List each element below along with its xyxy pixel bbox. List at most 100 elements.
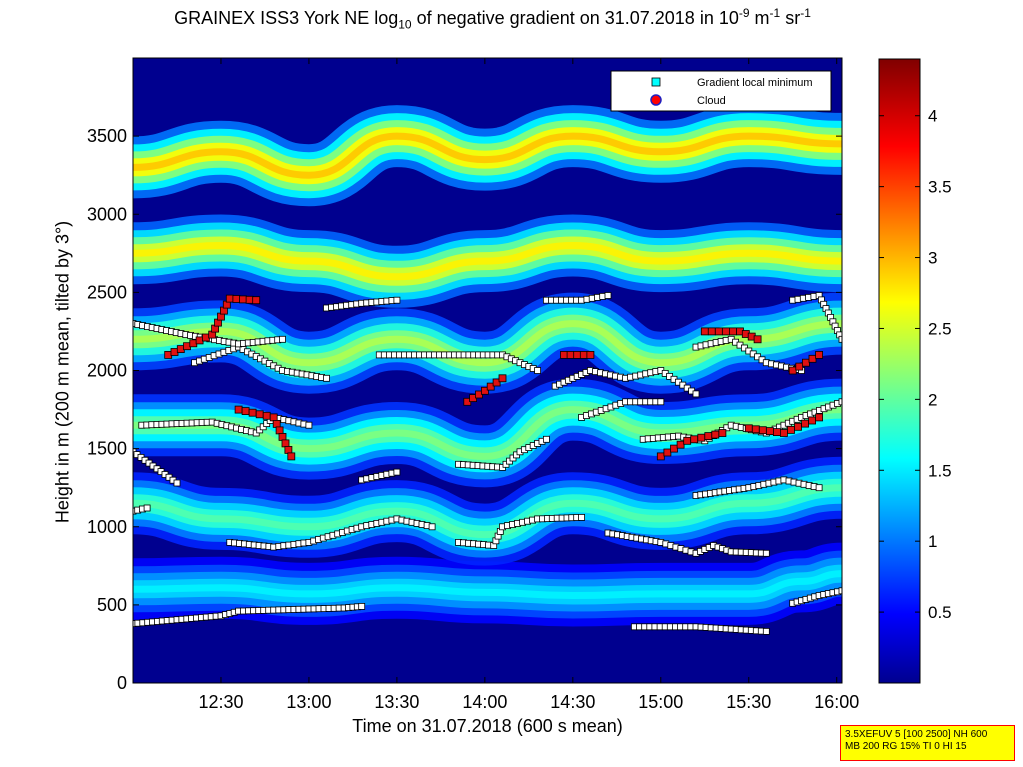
gradient-minimum-marker	[393, 468, 401, 476]
gradient-minimum-marker	[534, 367, 541, 374]
cloud-marker	[758, 426, 767, 435]
cloud-marker	[239, 295, 247, 304]
cloud-marker	[670, 444, 678, 453]
y-axis-label: Height in m (200 m mean, tilted by 3°)	[52, 220, 73, 524]
cloud-marker	[794, 422, 802, 431]
cloud-marker	[255, 410, 264, 419]
cloud-marker	[492, 378, 501, 387]
colorbar: 0.5 1 1.5 2 2.5 3 3.5 4	[878, 58, 952, 684]
heatmap-band	[133, 242, 842, 281]
legend-label: Gradient local minimum	[697, 77, 813, 89]
colorbar-tick-label: 1	[928, 532, 937, 551]
x-axis-label: Time on 31.07.2018 (600 s mean)	[352, 716, 623, 736]
colorbar-tick-label: 1.5	[928, 461, 952, 480]
cloud-marker	[697, 433, 706, 442]
cloud-marker	[815, 413, 823, 422]
cloud-marker	[704, 432, 713, 441]
marker-layer	[133, 292, 842, 635]
gradient-minimum-marker	[692, 390, 700, 398]
cloud-marker	[788, 366, 797, 375]
cloud-marker	[801, 419, 809, 428]
cloud-marker	[486, 382, 495, 391]
cloud-marker	[262, 411, 271, 420]
legend: Gradient local minimum Cloud	[610, 70, 832, 112]
cloud-marker	[579, 350, 588, 359]
legend-square-marker	[651, 77, 661, 87]
cloud-marker	[718, 429, 727, 437]
gradient-minimum-marker	[762, 628, 770, 635]
y-tick-label: 1500	[87, 439, 127, 459]
cloud-marker	[744, 424, 753, 433]
cloud-marker	[573, 350, 582, 359]
heatmap-band	[133, 132, 842, 179]
cloud-marker	[586, 350, 595, 359]
x-tick-label: 14:30	[550, 692, 595, 712]
cloud-marker	[225, 294, 234, 303]
x-tick-label: 16:00	[814, 692, 859, 712]
x-tick-label: 14:00	[462, 692, 507, 712]
gradient-minimum-marker	[657, 398, 665, 406]
gradient-minimum-marker	[838, 335, 842, 343]
cloud-marker	[751, 425, 760, 434]
cloud-marker	[245, 295, 254, 304]
parameter-box: 3.5XEFUV 5 [100 2500] NH 600 MB 200 RG 1…	[840, 725, 1015, 761]
gradient-minimum-marker	[428, 523, 436, 531]
cloud-marker	[281, 439, 290, 448]
cloud-marker	[498, 374, 507, 383]
gradient-minimum-marker	[143, 504, 151, 512]
cloud-marker	[808, 354, 817, 363]
colorbar-tick-label: 3	[928, 249, 937, 268]
cloud-marker	[676, 440, 685, 449]
cloud-marker	[815, 350, 823, 359]
gradient-minimum-marker	[279, 335, 286, 343]
gradient-minimum-marker	[543, 435, 550, 443]
chart-title: GRAINEX ISS3 York NE log10 of negative g…	[174, 6, 811, 32]
parameter-line-2: MB 200 RG 15% TI 0 HI 15	[845, 741, 967, 752]
legend-label: Cloud	[697, 95, 726, 107]
heatmap-plot-area: 12:30 13:00 13:30 14:00 14:30 15:00 15:30 16:00…	[87, 57, 859, 712]
parameter-line-1: 3.5XEFUV 5 [100 2500] NH 600	[845, 729, 988, 740]
cloud-marker	[656, 452, 665, 461]
cloud-marker	[232, 295, 241, 303]
cloud-marker	[241, 407, 250, 416]
cloud-marker	[234, 405, 243, 414]
cloud-marker	[275, 426, 284, 435]
gradient-minimum-marker	[305, 421, 313, 429]
y-tick-label: 3000	[87, 204, 127, 224]
colorbar-tick-label: 3.5	[928, 178, 952, 197]
cloud-marker	[753, 335, 762, 344]
cloud-marker	[480, 386, 489, 395]
heatmap-band	[133, 484, 842, 539]
cloud-marker	[683, 436, 692, 445]
cloud-marker	[780, 429, 788, 437]
cloud-marker	[269, 413, 278, 422]
cloud-marker	[566, 350, 575, 359]
cloud-marker	[808, 416, 816, 425]
y-tick-label: 500	[97, 595, 127, 615]
cloud-marker	[766, 427, 774, 436]
gradient-minimum-marker	[578, 514, 585, 521]
y-tick-label: 2500	[87, 282, 127, 302]
y-tick-label: 1000	[87, 517, 127, 537]
cloud-marker	[287, 452, 296, 461]
legend-circle-marker	[650, 94, 662, 106]
cloud-marker	[272, 419, 281, 428]
cloud-marker	[787, 425, 795, 434]
x-axis: 12:30 13:00 13:30 14:00 14:30 15:00 15:30 16:00	[198, 58, 859, 712]
y-tick-label: 2000	[87, 361, 127, 381]
y-tick-label: 3500	[87, 126, 127, 146]
gradient-minimum-marker	[173, 479, 181, 487]
cloud-marker	[278, 432, 287, 441]
heatmap-band	[133, 570, 842, 599]
cloud-marker	[711, 430, 720, 439]
cloud-marker	[284, 445, 293, 454]
cloud-marker	[802, 358, 810, 367]
colorbar-bar	[878, 58, 921, 684]
cloud-marker	[663, 448, 672, 457]
gradient-minimum-marker	[393, 296, 401, 304]
cloud-marker	[773, 428, 781, 437]
cloud-marker	[707, 327, 716, 336]
cloud-marker	[722, 327, 730, 336]
cloud-marker	[690, 435, 699, 444]
